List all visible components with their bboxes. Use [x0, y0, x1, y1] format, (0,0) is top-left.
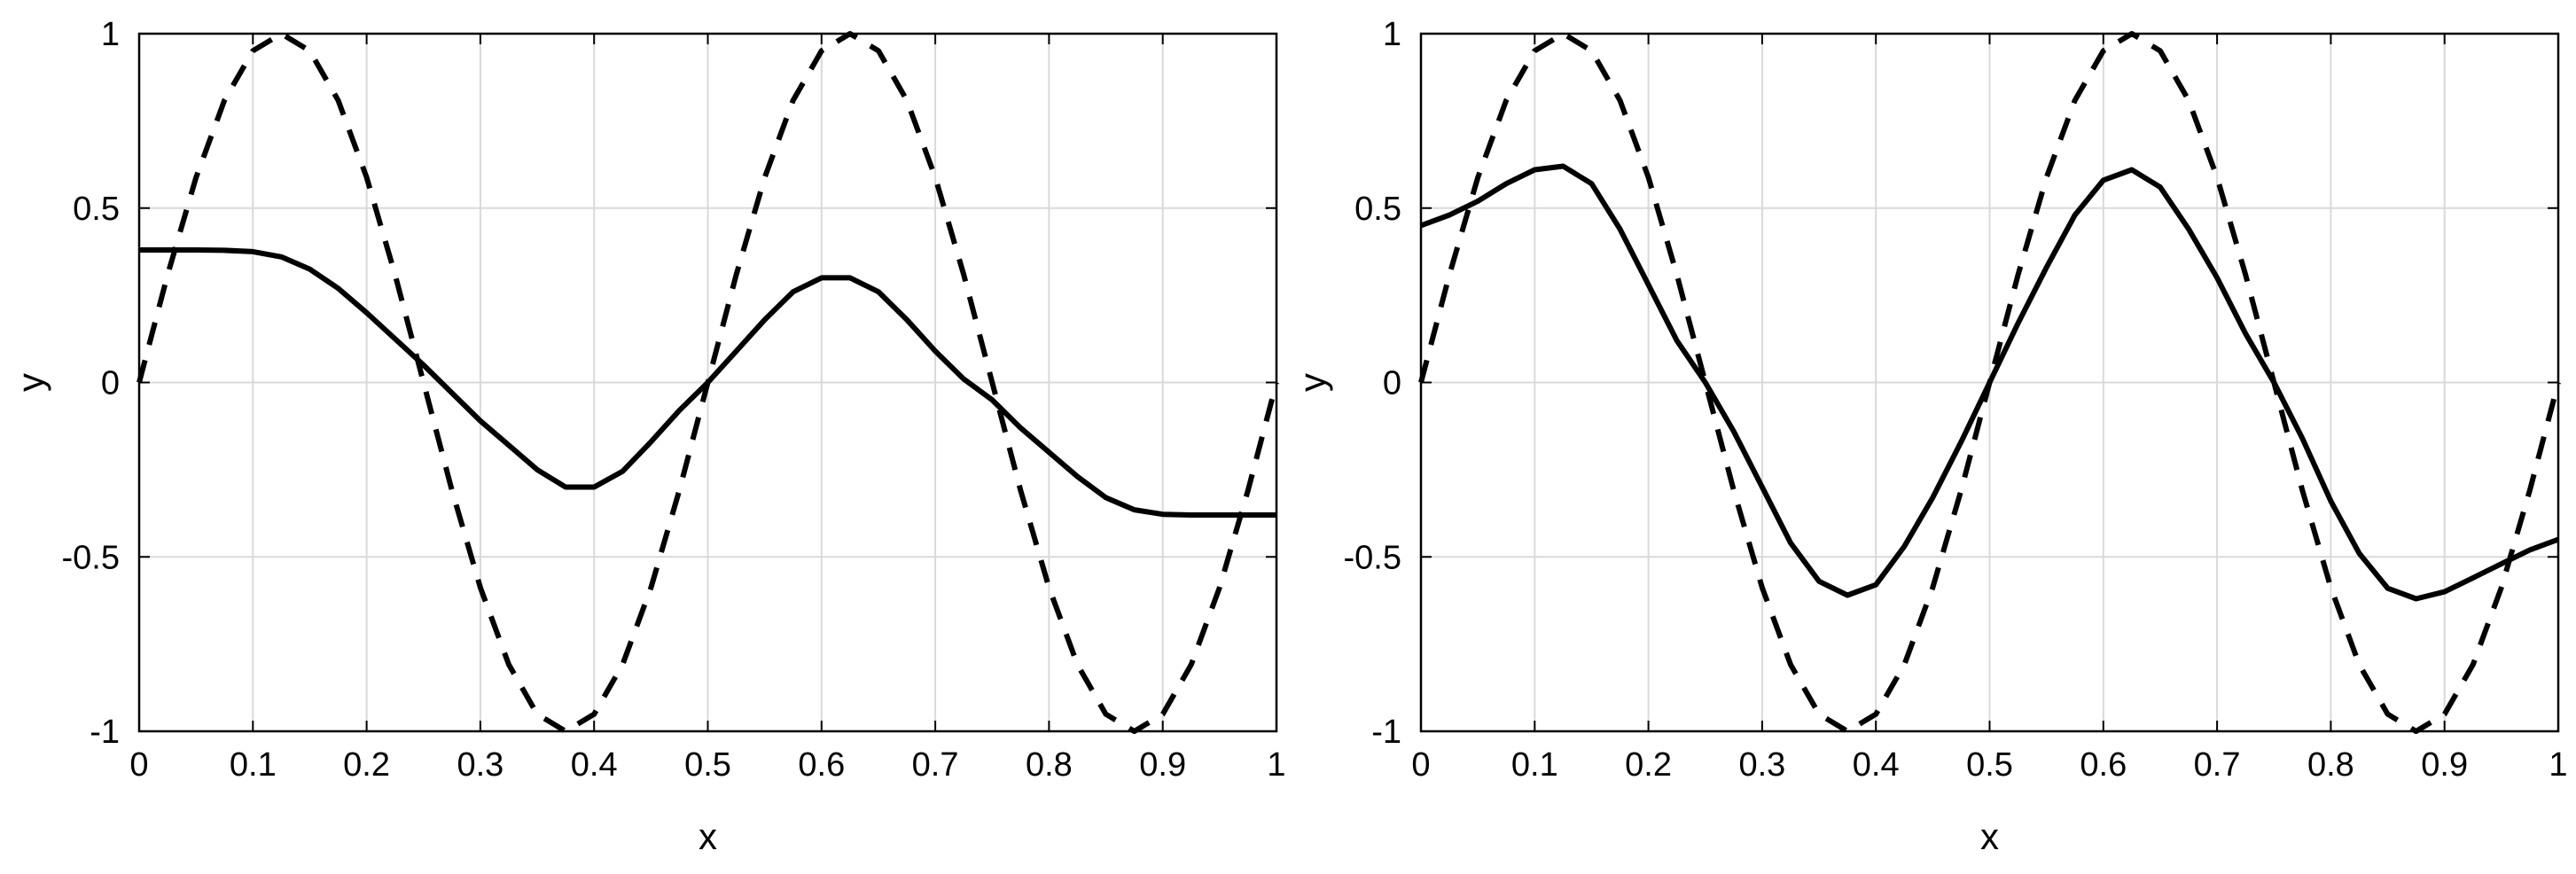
- x-tick-label: 0.6: [798, 746, 845, 784]
- solid-series-line: [139, 247, 1276, 518]
- x-tick-label: 0.5: [684, 746, 731, 784]
- solid-series-line: [1419, 163, 2560, 602]
- y-tick-label: 0: [1383, 365, 1401, 402]
- x-axis-label: x: [699, 815, 717, 857]
- x-tick-label: 0.9: [1139, 746, 1186, 784]
- y-tick-label: 1: [1383, 16, 1401, 53]
- x-tick-label: 1: [2549, 746, 2567, 784]
- x-tick-label: 0: [129, 746, 148, 784]
- right-plot: 0 0.1 0.2 0.3 0.4 0.5 0.6 0.7 0.8 0.9 1 -1 -0.5 0 0.5 1…: [1292, 16, 2568, 857]
- y-tick-label: -1: [90, 714, 120, 751]
- y-tick-label: 0.5: [73, 191, 120, 228]
- x-tick-label: 0.4: [1853, 746, 1900, 784]
- x-tick-label: 0.2: [343, 746, 390, 784]
- x-tick-label: 0.5: [1966, 746, 2013, 784]
- y-tick-label: -0.5: [1344, 539, 1401, 576]
- x-tick-label: 0: [1411, 746, 1430, 784]
- x-tick-label: 0.7: [912, 746, 959, 784]
- left-plot: 0 0.1 0.2 0.3 0.4 0.5 0.6 0.7 0.8 0.9 1 -1 -0.5 0 0.5 1…: [10, 16, 1286, 857]
- y-axis-label: y: [10, 373, 51, 392]
- x-tick-label: 0.4: [571, 746, 618, 784]
- y-tick-label: 0: [101, 365, 120, 402]
- y-axis-label: y: [1292, 373, 1333, 392]
- x-axis-label: x: [1980, 815, 1999, 857]
- y-tick-label: -0.5: [62, 539, 120, 576]
- x-tick-label: 0.8: [2307, 746, 2354, 784]
- x-tick-label: 0.1: [1511, 746, 1558, 784]
- x-tick-label: 0.1: [230, 746, 277, 784]
- x-tick-label: 0.7: [2194, 746, 2241, 784]
- x-tick-label: 1: [1267, 746, 1285, 784]
- x-tick-label: 0.6: [2080, 746, 2127, 784]
- x-tick-label: 0.3: [457, 746, 503, 784]
- x-tick-label: 0.2: [1625, 746, 1672, 784]
- x-tick-label: 0.9: [2421, 746, 2468, 784]
- y-tick-label: -1: [1371, 714, 1401, 751]
- x-tick-label: 0.8: [1026, 746, 1073, 784]
- y-tick-label: 1: [101, 16, 120, 53]
- x-tick-label: 0.3: [1738, 746, 1785, 784]
- y-tick-label: 0.5: [1354, 191, 1401, 228]
